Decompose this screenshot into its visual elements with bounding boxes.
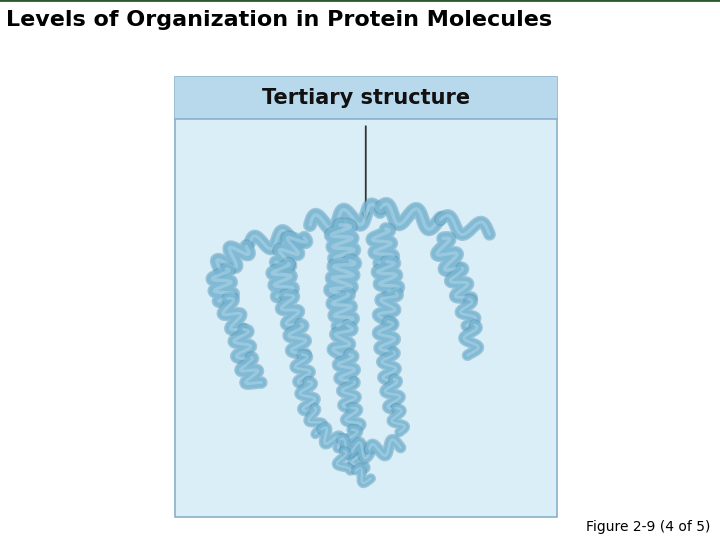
- Text: Tertiary structure: Tertiary structure: [261, 88, 470, 108]
- Text: Levels of Organization in Protein Molecules: Levels of Organization in Protein Molecu…: [6, 10, 552, 30]
- Bar: [175, 77, 557, 119]
- Text: Figure 2-9 (4 of 5): Figure 2-9 (4 of 5): [585, 520, 710, 534]
- Bar: [175, 77, 557, 517]
